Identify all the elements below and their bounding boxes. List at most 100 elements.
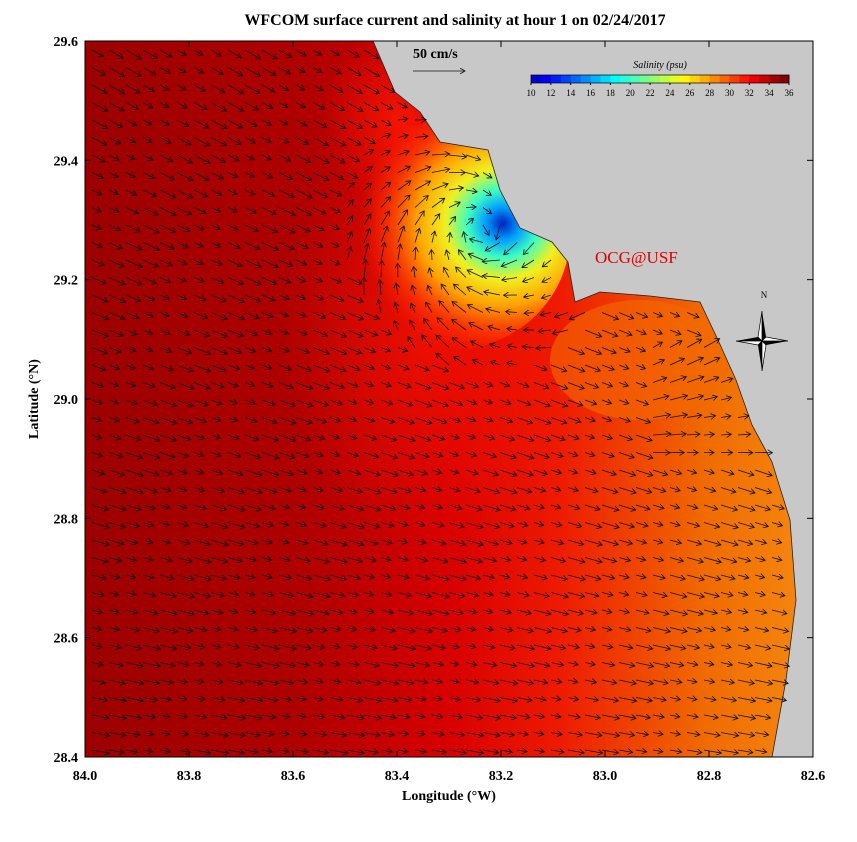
current-vector xyxy=(550,488,561,491)
current-vector xyxy=(364,260,366,278)
current-vector xyxy=(703,397,717,400)
current-vector xyxy=(533,505,544,508)
current-vector xyxy=(295,452,309,457)
current-vector xyxy=(244,504,261,510)
current-vector xyxy=(533,488,546,492)
current-vector xyxy=(652,540,663,543)
current-vector xyxy=(652,378,667,383)
colorbar-tick-label: 12 xyxy=(546,88,555,98)
current-vector xyxy=(397,417,414,424)
current-vector xyxy=(176,557,192,562)
current-vector xyxy=(414,488,426,491)
current-vector xyxy=(91,189,102,195)
current-vector xyxy=(431,364,448,371)
current-vector xyxy=(363,418,375,422)
x-tick-label: 83.4 xyxy=(385,769,410,784)
current-vector xyxy=(176,434,191,440)
current-vector xyxy=(210,154,225,162)
current-vector xyxy=(771,575,783,578)
current-vector xyxy=(448,470,459,473)
current-vector xyxy=(278,295,289,299)
current-vector xyxy=(397,364,409,369)
current-vector xyxy=(567,399,583,405)
current-vector xyxy=(142,137,152,143)
current-vector xyxy=(550,470,562,473)
current-vector xyxy=(244,469,262,476)
current-vector xyxy=(601,487,618,493)
current-vector xyxy=(414,181,431,191)
current-vector xyxy=(464,232,466,243)
current-vector xyxy=(91,469,105,474)
current-vector xyxy=(261,399,275,405)
current-vector xyxy=(686,339,702,348)
current-vector xyxy=(329,435,340,438)
current-vector xyxy=(244,558,256,561)
current-vector xyxy=(378,299,381,313)
current-vector xyxy=(516,505,530,509)
current-vector xyxy=(686,434,700,435)
current-vector xyxy=(312,505,324,508)
current-vector xyxy=(686,523,700,527)
current-vector xyxy=(295,540,308,543)
current-vector xyxy=(720,575,735,579)
current-vector xyxy=(363,452,379,458)
current-vector xyxy=(329,49,340,56)
current-vector xyxy=(278,523,289,526)
current-vector xyxy=(159,49,172,57)
current-vector xyxy=(584,418,595,422)
current-vector xyxy=(261,312,273,318)
current-vector xyxy=(482,558,496,562)
current-vector xyxy=(541,295,552,298)
current-vector xyxy=(465,487,480,492)
current-vector xyxy=(125,575,136,578)
current-vector xyxy=(415,247,416,261)
current-vector xyxy=(448,188,463,190)
current-vector xyxy=(261,523,274,526)
current-vector xyxy=(482,207,492,214)
current-vector xyxy=(142,102,153,108)
current-vector xyxy=(91,575,106,579)
colorbar-tick-label: 10 xyxy=(527,88,537,98)
current-vector xyxy=(295,49,306,56)
current-vector xyxy=(278,348,289,352)
current-vector xyxy=(312,312,326,318)
current-vector xyxy=(227,224,238,230)
current-vector xyxy=(278,313,288,317)
current-vector xyxy=(720,487,736,493)
current-vector xyxy=(618,365,629,369)
current-vector xyxy=(465,574,481,579)
current-vector xyxy=(381,260,382,278)
current-vector xyxy=(329,382,344,388)
current-vector xyxy=(193,49,203,55)
current-vector xyxy=(533,417,551,424)
current-vector xyxy=(142,452,160,459)
current-vector xyxy=(329,347,347,355)
current-vector xyxy=(261,49,277,59)
current-vector xyxy=(261,119,271,125)
current-vector xyxy=(737,539,753,544)
current-vector xyxy=(329,522,346,528)
current-vector xyxy=(652,330,662,334)
current-vector xyxy=(210,259,222,265)
current-vector xyxy=(108,329,123,336)
current-vector xyxy=(159,417,177,424)
y-tick-label: 29.6 xyxy=(54,35,79,50)
current-vector xyxy=(452,319,467,331)
current-vector xyxy=(227,539,244,545)
x-tick-label: 83.0 xyxy=(593,769,618,784)
current-vector xyxy=(210,522,228,528)
current-vector xyxy=(720,504,737,510)
current-vector xyxy=(550,574,567,579)
current-vector xyxy=(91,67,105,76)
current-vector xyxy=(618,418,630,422)
current-vector xyxy=(550,399,568,406)
current-vector xyxy=(244,593,255,596)
current-vector xyxy=(125,102,138,110)
current-vector xyxy=(261,84,274,92)
current-vector xyxy=(380,84,395,93)
colorbar-tick-label: 16 xyxy=(586,88,596,98)
current-vector xyxy=(227,102,244,112)
current-vector xyxy=(397,469,413,475)
current-vector xyxy=(108,469,125,475)
current-vector xyxy=(397,119,408,120)
